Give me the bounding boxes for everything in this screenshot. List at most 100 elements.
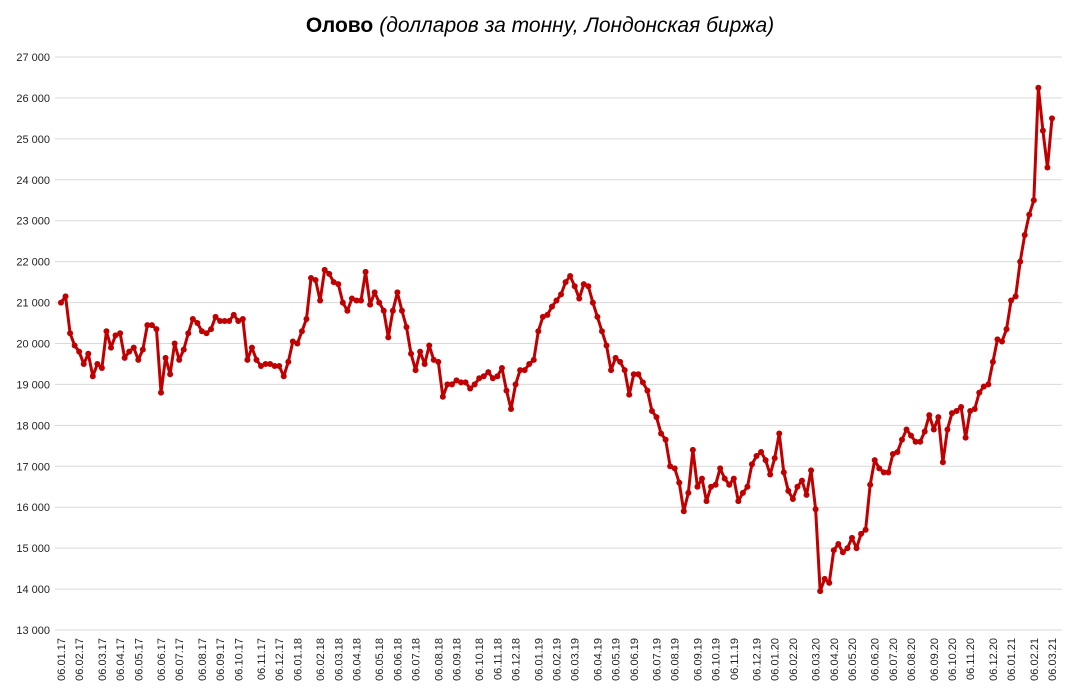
point <box>876 465 883 472</box>
point <box>598 328 605 335</box>
x-tick-label: 06.02.17 <box>74 638 86 681</box>
point <box>171 340 178 347</box>
point <box>685 489 692 496</box>
point <box>703 498 710 505</box>
point <box>794 483 801 490</box>
point <box>380 307 387 314</box>
point <box>480 373 487 380</box>
point <box>612 354 619 361</box>
point <box>921 428 928 435</box>
point <box>844 545 851 552</box>
x-tick-label: 06.01.21 <box>1006 638 1018 681</box>
point <box>285 358 292 365</box>
point <box>780 469 787 476</box>
point <box>403 324 410 331</box>
point <box>571 283 578 290</box>
point <box>498 365 505 372</box>
point <box>226 317 233 324</box>
x-tick-label: 06.03.21 <box>1047 638 1059 681</box>
point <box>230 311 237 318</box>
x-tick-label: 06.02.20 <box>788 638 800 681</box>
point <box>521 367 528 374</box>
point <box>580 281 587 288</box>
point <box>71 342 78 349</box>
point <box>317 297 324 304</box>
point <box>235 317 242 324</box>
point <box>839 549 846 556</box>
point <box>771 455 778 462</box>
point <box>135 356 142 363</box>
point <box>408 350 415 357</box>
point <box>485 369 492 376</box>
point <box>930 426 937 433</box>
point <box>448 381 455 388</box>
x-tick-label: 06.10.18 <box>474 638 486 681</box>
point <box>903 426 910 433</box>
point <box>512 381 519 388</box>
point <box>617 358 624 365</box>
x-tick-label: 06.04.18 <box>351 638 363 681</box>
y-tick-label: 22 000 <box>16 257 50 269</box>
point <box>167 371 174 378</box>
point <box>608 367 615 374</box>
x-tick-label: 06.09.20 <box>929 638 941 681</box>
point <box>494 373 501 380</box>
point <box>721 475 728 482</box>
x-tick-label: 06.06.20 <box>870 638 882 681</box>
point <box>971 405 978 412</box>
point <box>412 367 419 374</box>
point <box>398 307 405 314</box>
point <box>489 375 496 382</box>
point <box>176 356 183 363</box>
point <box>303 315 310 322</box>
point <box>644 387 651 394</box>
point <box>939 459 946 466</box>
point <box>530 356 537 363</box>
point <box>148 322 155 329</box>
point <box>744 483 751 490</box>
point <box>426 342 433 349</box>
point <box>289 338 296 345</box>
x-tick-label: 06.09.19 <box>692 638 704 681</box>
point <box>1017 258 1024 265</box>
point <box>662 436 669 443</box>
point <box>835 541 842 548</box>
point <box>935 414 942 421</box>
point <box>239 315 246 322</box>
point <box>1026 211 1033 218</box>
point <box>371 289 378 296</box>
point <box>967 408 974 415</box>
point <box>417 348 424 355</box>
x-tick-label: 06.08.17 <box>197 638 209 681</box>
point <box>776 430 783 437</box>
point <box>998 338 1005 345</box>
point <box>362 268 369 275</box>
point <box>712 481 719 488</box>
point <box>112 332 119 339</box>
point <box>244 356 251 363</box>
point <box>726 481 733 488</box>
point <box>671 465 678 472</box>
point <box>162 354 169 361</box>
y-tick-label: 14 000 <box>16 584 50 596</box>
x-tick-label: 06.12.18 <box>511 638 523 681</box>
x-tick-label: 06.09.17 <box>215 638 227 681</box>
point <box>253 356 260 363</box>
point <box>698 475 705 482</box>
point <box>894 448 901 455</box>
point <box>785 487 792 494</box>
point <box>980 383 987 390</box>
point <box>358 297 365 304</box>
point <box>539 313 546 320</box>
point <box>535 328 542 335</box>
x-tick-label: 06.04.19 <box>592 638 604 681</box>
point <box>280 373 287 380</box>
point <box>103 328 110 335</box>
point <box>58 299 64 306</box>
point <box>708 483 715 490</box>
x-tick-label: 06.02.19 <box>552 638 564 681</box>
point <box>198 328 205 335</box>
point <box>917 438 924 445</box>
point <box>1003 326 1010 333</box>
